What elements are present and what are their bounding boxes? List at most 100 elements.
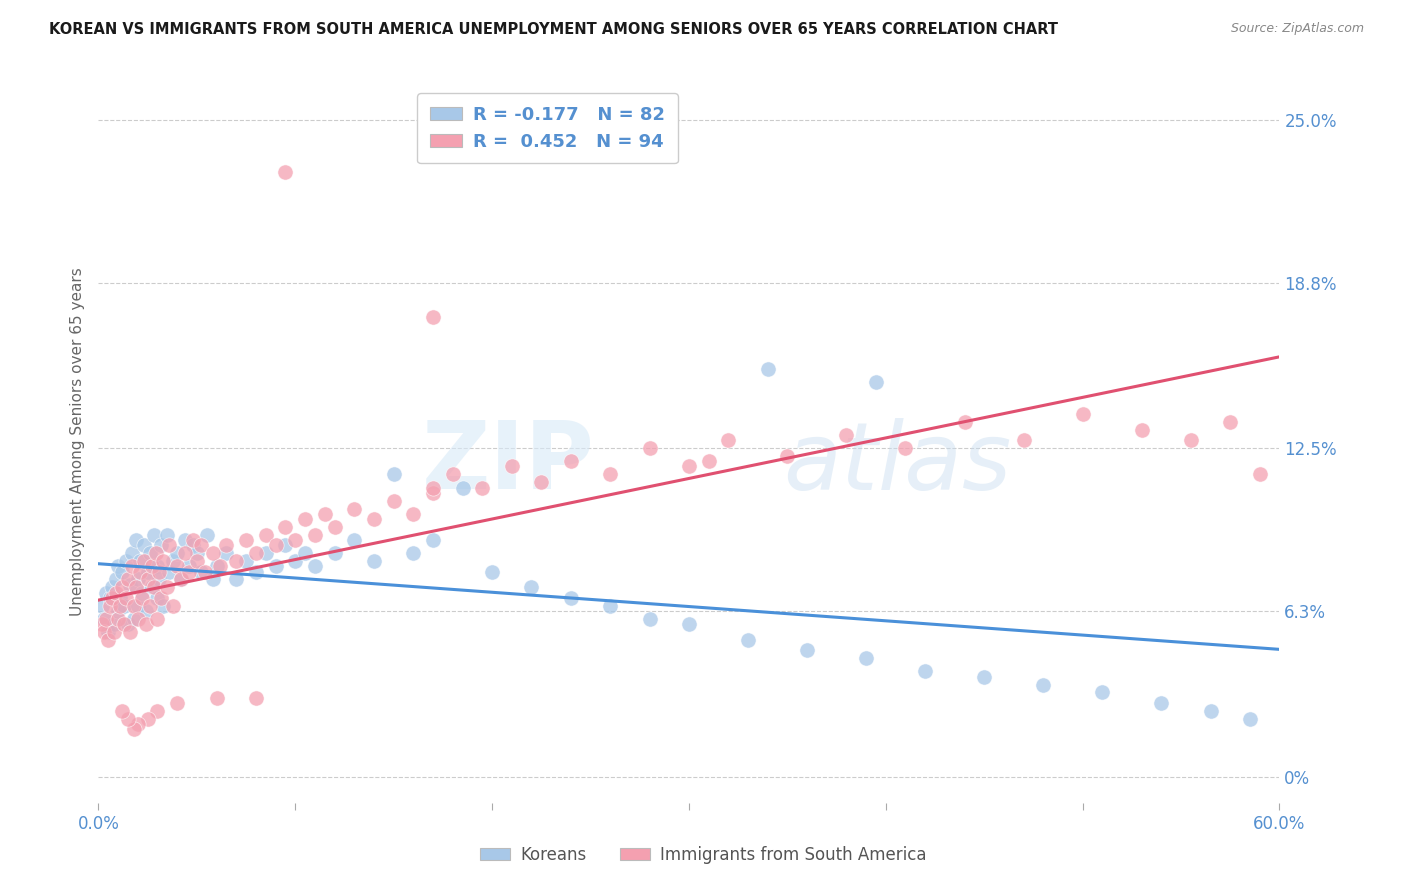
Point [363,512,385,526]
Point [127,599,149,613]
Point [107,604,129,618]
Point [138,546,160,560]
Point [117,712,139,726]
Point [235,533,257,547]
Point [156,580,179,594]
Point [422,481,444,495]
Point [451,481,474,495]
Point [894,441,917,455]
Point [105,573,128,587]
Point [156,528,179,542]
Point [162,554,184,568]
Point [146,591,169,605]
Point [132,554,155,568]
Text: atlas: atlas [783,417,1012,508]
Point [97,632,120,647]
Point [152,554,174,568]
Point [122,612,145,626]
Point [115,554,138,568]
Text: ZIP: ZIP [422,417,595,509]
Point [973,670,995,684]
Point [112,599,135,613]
Point [422,310,444,324]
Point [121,546,143,560]
Point [142,580,165,594]
Point [471,481,494,495]
Point [284,533,307,547]
Text: KOREAN VS IMMIGRANTS FROM SOUTH AMERICA UNEMPLOYMENT AMONG SENIORS OVER 65 YEARS: KOREAN VS IMMIGRANTS FROM SOUTH AMERICA … [49,22,1059,37]
Point [115,591,138,605]
Point [245,565,267,579]
Point [225,573,247,587]
Point [117,617,139,632]
Point [205,559,228,574]
Point [678,617,700,632]
Point [205,690,228,705]
Point [135,604,157,618]
Point [1150,696,1173,710]
Point [96,585,118,599]
Point [638,441,661,455]
Point [117,573,139,587]
Point [737,632,759,647]
Point [97,625,120,640]
Point [105,585,128,599]
Legend: R = -0.177   N = 82, R =  0.452   N = 94: R = -0.177 N = 82, R = 0.452 N = 94 [418,93,678,163]
Point [520,580,543,594]
Point [108,599,131,613]
Point [103,617,125,632]
Point [131,585,153,599]
Point [835,428,858,442]
Point [128,554,150,568]
Point [501,459,523,474]
Point [162,599,184,613]
Point [953,415,976,429]
Point [107,559,129,574]
Point [201,546,224,560]
Point [304,528,326,542]
Point [343,533,366,547]
Point [181,538,204,552]
Legend: Koreans, Immigrants from South America: Koreans, Immigrants from South America [474,839,932,871]
Point [170,573,193,587]
Point [274,520,297,534]
Point [697,454,720,468]
Point [1091,685,1114,699]
Point [186,546,208,560]
Point [195,528,218,542]
Point [118,578,141,592]
Point [150,591,173,605]
Y-axis label: Unemployment Among Seniors over 65 years: Unemployment Among Seniors over 65 years [69,268,84,615]
Point [717,434,740,448]
Point [132,538,155,552]
Point [96,612,118,626]
Point [274,165,297,179]
Point [1239,712,1261,726]
Point [98,599,121,613]
Point [136,712,159,726]
Point [1219,415,1241,429]
Point [111,580,134,594]
Point [284,554,307,568]
Point [141,559,163,574]
Point [136,565,159,579]
Point [128,565,150,579]
Point [107,612,129,626]
Point [194,565,217,579]
Point [314,507,336,521]
Point [174,533,197,547]
Point [111,704,134,718]
Point [190,538,212,552]
Point [174,546,197,560]
Point [235,554,257,568]
Point [125,533,148,547]
Point [323,520,346,534]
Point [103,625,125,640]
Point [166,696,188,710]
Point [1249,467,1271,482]
Point [131,591,153,605]
Point [264,538,287,552]
Point [225,554,247,568]
Point [146,612,169,626]
Point [118,625,141,640]
